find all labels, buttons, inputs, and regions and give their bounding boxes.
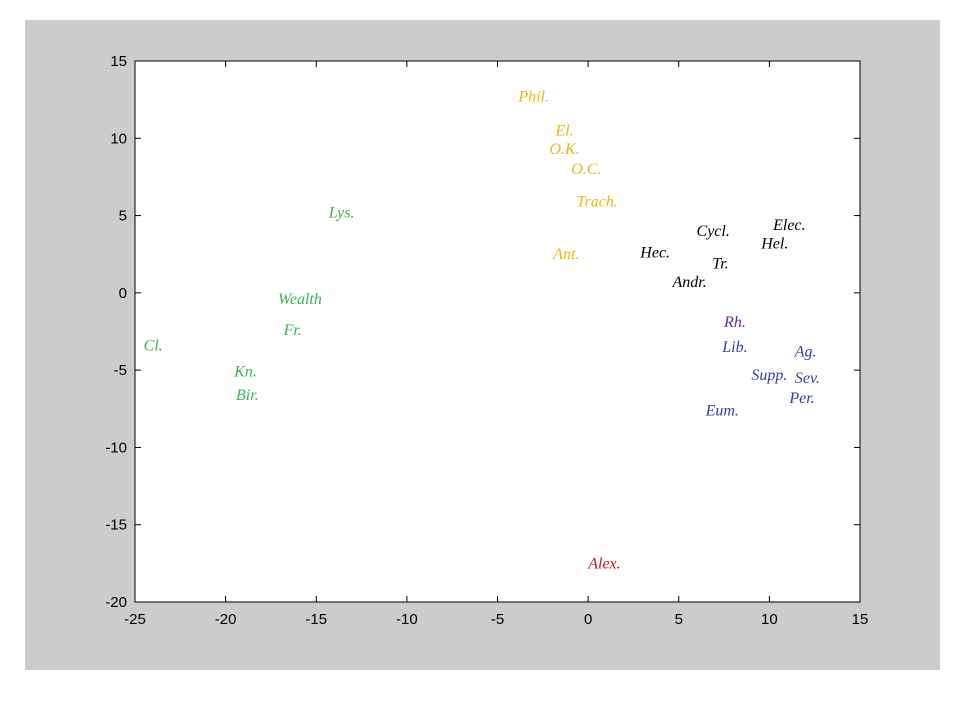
x-tick-label: -15	[305, 611, 327, 628]
point-label-16: Tr.	[712, 255, 728, 272]
point-label-13: Elec.	[772, 217, 805, 234]
point-label-14: Hel.	[760, 235, 788, 252]
point-label-24: Eum.	[705, 402, 739, 419]
x-tick-label: -5	[491, 611, 504, 628]
point-labels: Phil. El.O.K. O.C. Trach. Ant. Lys. Wealth Fr. C…	[144, 89, 820, 573]
point-label-5: Ant.	[552, 246, 579, 263]
point-label-6: Lys.	[328, 204, 355, 221]
y-tick-label: -15	[105, 517, 127, 534]
y-tick-label: 0	[119, 285, 127, 302]
point-label-15: Hec.	[639, 245, 670, 262]
point-label-25: Alex.	[587, 555, 620, 572]
point-label-4: Trach.	[577, 194, 618, 211]
plot-area	[134, 60, 861, 603]
point-label-20: Ag.	[794, 344, 817, 361]
point-label-3: O.C.	[571, 161, 601, 178]
x-tick-label: 5	[675, 611, 683, 628]
point-label-10: Kn.	[233, 364, 257, 381]
point-label-8: Fr.	[283, 322, 302, 339]
y-tick-label: -20	[105, 594, 127, 611]
point-label-9: Cl.	[144, 337, 163, 354]
point-label-7: Wealth	[278, 291, 322, 308]
x-tick-label: 0	[584, 611, 592, 628]
x-tick-label: 10	[761, 611, 778, 628]
y-tick-label: -5	[114, 362, 127, 379]
point-label-21: Supp.	[751, 367, 787, 384]
point-label-22: Sev.	[795, 370, 820, 387]
y-tick-label: 15	[110, 53, 127, 70]
x-tick-label: -10	[396, 611, 418, 628]
point-label-17: Andr.	[672, 274, 707, 291]
y-tick-label: 10	[110, 130, 127, 147]
point-label-0: Phil.	[517, 89, 549, 106]
point-label-2: O.K.	[549, 141, 579, 158]
point-label-18: Rh.	[723, 314, 746, 331]
x-tick-label: -25	[124, 611, 146, 628]
point-label-19: Lib.	[721, 339, 747, 356]
y-tick-label: -10	[105, 439, 127, 456]
x-tick-label: -20	[215, 611, 237, 628]
x-tick-label: 15	[852, 611, 869, 628]
y-tick-label: 5	[119, 208, 127, 225]
point-label-11: Bir.	[236, 387, 259, 404]
point-label-23: Per.	[788, 390, 814, 407]
point-label-1: El.	[554, 123, 573, 140]
point-label-12: Cycl.	[697, 223, 730, 240]
